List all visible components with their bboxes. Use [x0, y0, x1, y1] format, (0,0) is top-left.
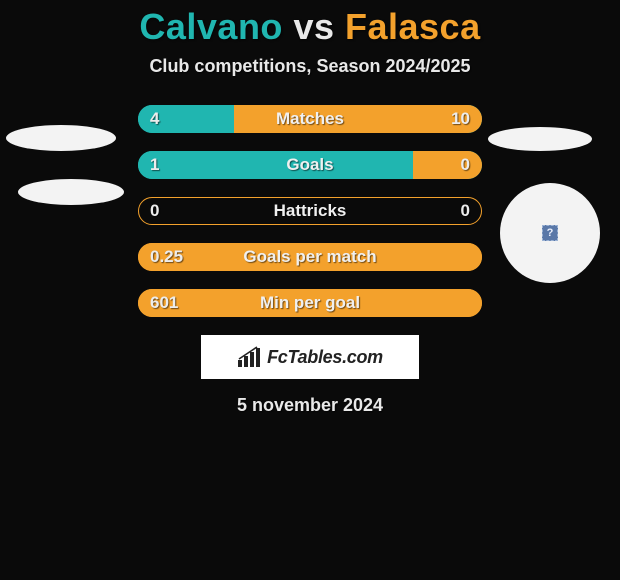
stat-label: Min per goal: [260, 293, 360, 313]
stat-value-right: 0: [461, 155, 470, 175]
stat-value-left: 0.25: [150, 247, 183, 267]
generated-date: 5 november 2024: [0, 395, 620, 416]
stat-value-left: 601: [150, 293, 178, 313]
stat-row: 1 0 Goals: [138, 151, 482, 179]
avatar-placeholder-right-big: [500, 183, 600, 283]
stat-fill-right: [234, 105, 482, 133]
stat-value-right: 10: [451, 109, 470, 129]
title-vs: vs: [293, 6, 334, 47]
stat-bars: 410Matches10Goals00Hattricks0.25Goals pe…: [138, 105, 482, 317]
stat-fill-right: [413, 151, 482, 179]
title-player2: Falasca: [345, 6, 481, 47]
stat-value-left: 1: [150, 155, 159, 175]
image-placeholder-icon: [542, 225, 558, 241]
stat-label: Goals: [286, 155, 333, 175]
brand-text: FcTables.com: [267, 347, 383, 368]
stat-row: 601 Min per goal: [138, 289, 482, 317]
stat-row: 0.25 Goals per match: [138, 243, 482, 271]
stat-value-right: 0: [461, 201, 470, 221]
stat-label: Hattricks: [274, 201, 347, 221]
stat-label: Goals per match: [243, 247, 376, 267]
avatar-placeholder-right-1: [488, 127, 592, 151]
comparison-stage: 410Matches10Goals00Hattricks0.25Goals pe…: [0, 105, 620, 317]
stat-value-left: 0: [150, 201, 159, 221]
stat-value-left: 4: [150, 109, 159, 129]
avatar-placeholder-left-1: [6, 125, 116, 151]
title-player1: Calvano: [139, 6, 283, 47]
brand-box: FcTables.com: [201, 335, 419, 379]
page-title: Calvano vs Falasca: [0, 0, 620, 48]
stat-fill-left: [138, 151, 413, 179]
stat-label: Matches: [276, 109, 344, 129]
subtitle: Club competitions, Season 2024/2025: [0, 56, 620, 77]
stat-row: 0 0 Hattricks: [138, 197, 482, 225]
stat-row: 4 10 Matches: [138, 105, 482, 133]
brand-bars-icon: [237, 346, 263, 368]
avatar-placeholder-left-2: [18, 179, 124, 205]
